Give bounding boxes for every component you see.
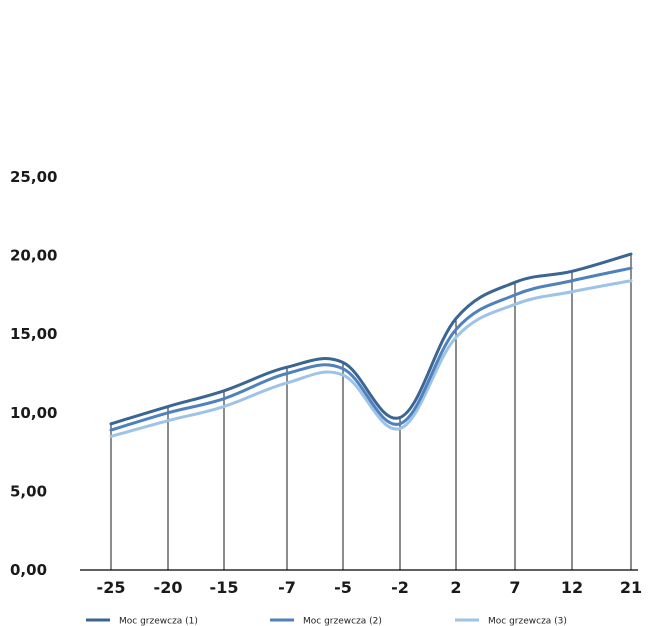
legend-label: Moc grzewcza (1) [119,617,198,626]
x-tick-label: -25 [97,578,126,597]
x-tick-label: 2 [450,578,461,597]
x-tick-label: -20 [154,578,183,597]
legend-item: Moc grzewcza (1) [86,617,198,626]
y-tick-label: 10,00 [10,404,57,422]
y-tick-label: 15,00 [10,325,57,343]
y-axis-ticks: 0,00 5,00 10,00 15,00 20,00 25,00 [10,168,57,579]
x-axis-ticks: -25 -20 -15 -7 -5 -2 2 7 12 21 [97,578,643,597]
x-tick-label: -2 [391,578,409,597]
legend: Moc grzewcza (1) Moc grzewcza (2) Moc grze… [86,617,567,626]
legend-label: Moc grzewcza (2) [303,617,382,626]
legend-item: Moc grzewcza (2) [270,617,382,626]
x-tick-label: 12 [561,578,583,597]
y-tick-label: 0,00 [10,561,47,579]
x-tick-label: -5 [334,578,352,597]
series-line-1 [109,252,633,426]
x-tick-label: 7 [509,578,520,597]
x-tick-label: -15 [210,578,239,597]
legend-label: Moc grzewcza (3) [488,617,567,626]
x-tick-label: 21 [620,578,642,597]
series-layer [109,252,633,438]
y-tick-label: 20,00 [10,247,57,265]
legend-item: Moc grzewcza (3) [455,617,567,626]
y-tick-label: 5,00 [10,482,47,500]
grid-layer [110,254,632,570]
series-line-2 [109,266,633,432]
y-tick-label: 25,00 [10,168,57,186]
x-tick-label: -7 [278,578,296,597]
series-line-3 [109,279,633,438]
